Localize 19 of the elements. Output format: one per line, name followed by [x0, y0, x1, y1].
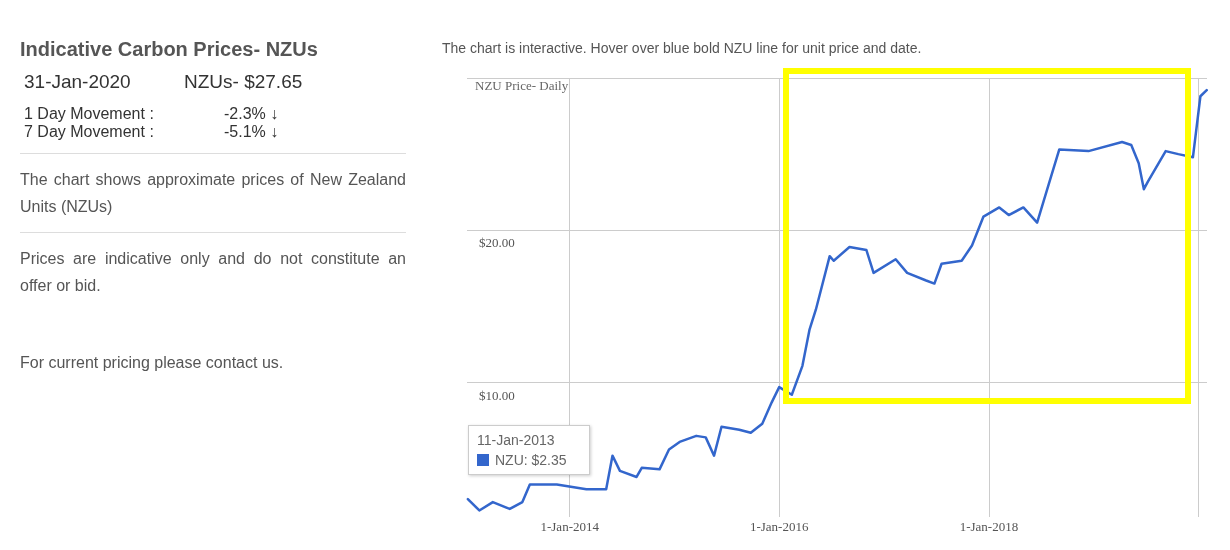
text: Indicative Carbon Prices- NZUs — [20, 38, 319, 61]
y-tick-label: $20.00 — [479, 235, 515, 251]
annotation: NZU: $2.35 — [495, 452, 567, 468]
text: NZUs- $27.65 — [184, 71, 303, 93]
text: The chart shows approximate prices of New Zealand Units (NZUs) — [20, 170, 406, 217]
x-tick-label: 1-Jan-2014 — [540, 519, 600, 534]
text: 7 Day Movement : — [24, 123, 155, 141]
text: 1 Day Movement : — [24, 105, 155, 123]
text: 31-Jan-2020 — [24, 71, 132, 93]
chart-title: NZU Price- Daily — [475, 78, 569, 93]
text: For current pricing please contact us. — [20, 353, 285, 373]
x-tick-label: 1-Jan-2018 — [959, 519, 1019, 534]
annotation: 11-Jan-2013 — [477, 432, 556, 448]
text: -5.1% ↓ — [224, 123, 279, 141]
text: Prices are indicative only and do not constitute an offer or bid. — [20, 249, 406, 296]
x-tick-label: 1-Jan-2016 — [749, 519, 809, 534]
chart-subtitle: The chart is interactive. Hover over blue bold NZU line for unit price and date. — [442, 40, 922, 56]
y-tick-label: $10.00 — [479, 387, 515, 403]
text: -2.3% ↓ — [224, 105, 279, 123]
